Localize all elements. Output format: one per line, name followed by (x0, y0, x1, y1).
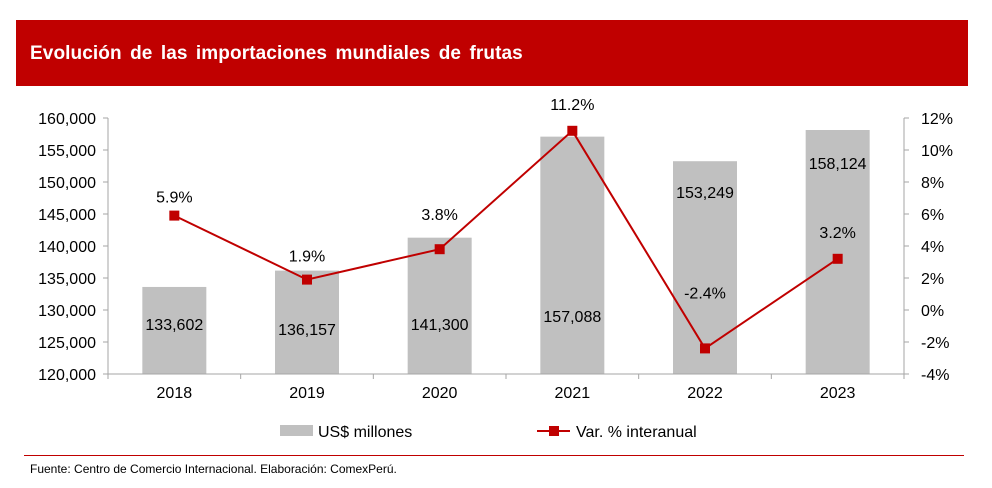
bar-2022 (673, 161, 737, 374)
x-tick-label: 2023 (820, 385, 856, 402)
left-tick-label: 140,000 (38, 239, 96, 256)
bar-2019 (275, 270, 339, 374)
right-tick-label: 10% (921, 143, 953, 160)
left-tick-label: 145,000 (38, 207, 96, 224)
x-tick-label: 2018 (157, 385, 193, 402)
right-tick-label: 2% (921, 271, 944, 288)
left-tick-label: 125,000 (38, 335, 96, 352)
chart-title: Evolución de las importaciones mundiales… (30, 43, 523, 64)
legend-line-label: Var. % interanual (576, 424, 697, 441)
left-tick-label: 160,000 (38, 111, 96, 128)
bar-value-label: 158,124 (809, 156, 867, 173)
right-tick-label: -4% (921, 367, 949, 384)
left-tick-label: 135,000 (38, 271, 96, 288)
bar-value-label: 136,157 (278, 322, 336, 339)
right-tick-label: 12% (921, 111, 953, 128)
left-tick-label: 120,000 (38, 367, 96, 384)
bar-2021 (540, 136, 605, 374)
bar-value-label: 153,249 (676, 185, 734, 202)
line-value-label: 3.2% (819, 225, 855, 242)
yoy-point-2019 (302, 274, 312, 285)
source-divider (24, 455, 964, 456)
legend-bar-swatch (280, 425, 313, 436)
combo-chart: 120,000 125,000 130,000 135,000 140,000 145,0… (38, 97, 953, 441)
yoy-line (173, 129, 839, 350)
title-banner: Evolución de las importaciones mundiales… (16, 20, 968, 86)
left-tick-label: 130,000 (38, 303, 96, 320)
x-tick-label: 2022 (687, 385, 723, 402)
source-note: Fuente: Centro de Comercio Internacional… (30, 462, 397, 476)
legend-bar-label: US$ millones (318, 424, 412, 441)
right-tick-label: 6% (921, 207, 944, 224)
yoy-point-2021 (567, 125, 578, 136)
yoy-point-2023 (832, 253, 843, 264)
yoy-point-2018 (169, 210, 180, 221)
bar-value-label: 157,088 (543, 309, 601, 326)
line-value-label: 1.9% (289, 249, 325, 266)
right-tick-label: 0% (921, 303, 944, 320)
right-tick-label: 8% (921, 175, 944, 192)
yoy-point-2022 (700, 343, 710, 354)
line-value-label: 11.2% (550, 97, 594, 114)
right-tick-label: 4% (921, 239, 944, 256)
x-tick-label: 2020 (422, 385, 458, 402)
line-value-label: 5.9% (156, 190, 192, 207)
yoy-point-2020 (434, 244, 445, 255)
bar-2023 (805, 130, 870, 374)
legend-line-marker (549, 426, 559, 436)
x-tick-label: 2021 (555, 385, 591, 402)
x-tick-label: 2019 (289, 385, 325, 402)
right-tick-label: -2% (921, 335, 949, 352)
bar-2018 (142, 286, 207, 374)
left-tick-label: 150,000 (38, 175, 96, 192)
bar-2020 (407, 237, 472, 374)
bar-value-label: 141,300 (411, 317, 469, 334)
bar-value-label: 133,602 (145, 317, 203, 334)
line-value-label: 3.8% (421, 207, 457, 224)
line-value-label: -2.4% (684, 285, 726, 302)
left-tick-label: 155,000 (38, 143, 96, 160)
